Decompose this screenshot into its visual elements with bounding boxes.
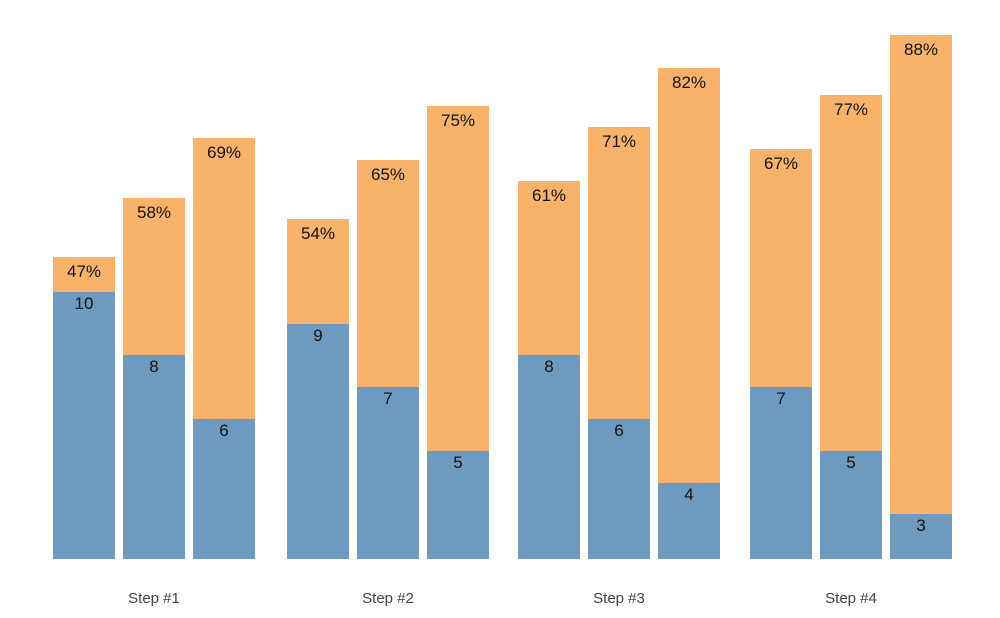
bar-top-segment [820, 94, 882, 451]
bar-value-label: 7 [776, 389, 786, 409]
bar-bottom-segment [890, 514, 952, 559]
bar-top-segment [53, 257, 115, 292]
bar-value-label: 6 [219, 420, 229, 440]
bar-value-label: 4 [684, 484, 694, 504]
bar-percent-label: 75% [440, 110, 476, 130]
bar-value-label: 5 [846, 452, 856, 472]
bar-value-label: 3 [916, 516, 926, 536]
bar-bottom-segment [518, 355, 580, 559]
bar: 61% 8 [518, 181, 580, 559]
bar-percent-label: 67% [763, 153, 799, 173]
bar-bottom-segment [820, 450, 882, 559]
bar: 71% 6 [588, 127, 650, 559]
bar: 54% 9 [287, 219, 349, 559]
bar-percent-label: 65% [370, 164, 406, 184]
bar-top-segment [658, 67, 720, 483]
bar-top-segment [750, 148, 812, 388]
bar-value-label: 7 [383, 389, 393, 409]
category-label: Step #1 [128, 590, 180, 607]
bar-top-segment [588, 127, 650, 419]
bar-bottom-segment [427, 450, 489, 559]
bar-percent-label: 54% [300, 224, 336, 244]
bar-top-segment [193, 138, 255, 419]
bar-percent-label: 77% [833, 99, 869, 119]
bar-top-segment [357, 159, 419, 388]
bar-bottom-segment [750, 387, 812, 559]
bar-bottom-segment [123, 355, 185, 559]
bar-value-label: 10 [74, 293, 94, 313]
bar-percent-label: 47% [66, 262, 102, 282]
bar: 65% 7 [357, 159, 419, 559]
bar-bottom-segment [287, 323, 349, 559]
bar-value-label: 6 [614, 420, 624, 440]
bar: 69% 6 [193, 138, 255, 559]
category-label: Step #4 [825, 590, 877, 607]
bar-value-label: 8 [544, 357, 554, 377]
bar-bottom-segment [357, 387, 419, 559]
bar-top-segment [890, 35, 952, 515]
category-label: Step #3 [593, 590, 645, 607]
bar: 82% 4 [658, 67, 720, 559]
bar-top-segment [123, 197, 185, 356]
bar: 75% 5 [427, 105, 489, 559]
bar-value-label: 5 [453, 452, 463, 472]
bar: 67% 7 [750, 148, 812, 559]
bar-top-segment [287, 219, 349, 324]
bar-percent-label: 58% [136, 202, 172, 222]
bar: 47% 10 [53, 257, 115, 559]
bar-bottom-segment [53, 291, 115, 559]
bar-percent-label: 71% [601, 132, 637, 152]
bar: 77% 5 [820, 94, 882, 559]
bar-top-segment [427, 105, 489, 451]
bar-bottom-segment [658, 482, 720, 559]
category-label: Step #2 [362, 590, 414, 607]
bar-percent-label: 69% [206, 143, 242, 162]
bar-bottom-segment [588, 418, 650, 559]
bar: 88% 3 [890, 35, 952, 559]
bar-percent-label: 88% [903, 40, 939, 60]
bar: 58% 8 [123, 197, 185, 559]
bar-percent-label: 82% [671, 72, 707, 92]
bar-value-label: 9 [313, 325, 323, 345]
bar-top-segment [518, 181, 580, 356]
bar-value-label: 8 [149, 357, 159, 377]
bar-bottom-segment [193, 418, 255, 559]
bar-percent-label: 61% [531, 186, 567, 206]
